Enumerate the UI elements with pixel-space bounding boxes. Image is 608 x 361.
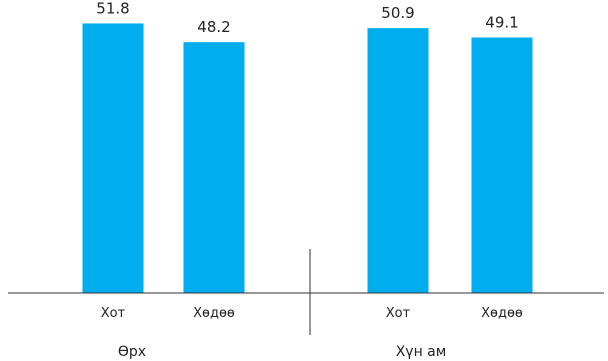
data-label-2-2: 49.1 [485,13,518,31]
bar-2-1 [367,28,429,294]
group-label-2: Хүн ам [396,344,447,360]
bar-1-1 [82,23,144,293]
data-label-1-1: 51.8 [96,0,129,17]
bar-1-2 [183,42,245,293]
data-label-1-2: 48.2 [197,18,230,36]
category-label-2-1: Хот [386,306,411,321]
bar-2-2 [471,37,533,293]
data-label-2-1: 50.9 [381,4,414,22]
category-label-1-2: Хөдөө [193,306,235,321]
category-label-1-1: Хот [101,306,126,321]
labels-layer: 51.8 Хот 48.2 Хөдөө Өрх 50.9 Хот 49.1 Хөдөө Хүн а… [96,0,523,360]
bars-layer [82,23,533,294]
category-label-2-2: Хөдөө [481,306,523,321]
group-label-1: Өрх [118,344,146,360]
